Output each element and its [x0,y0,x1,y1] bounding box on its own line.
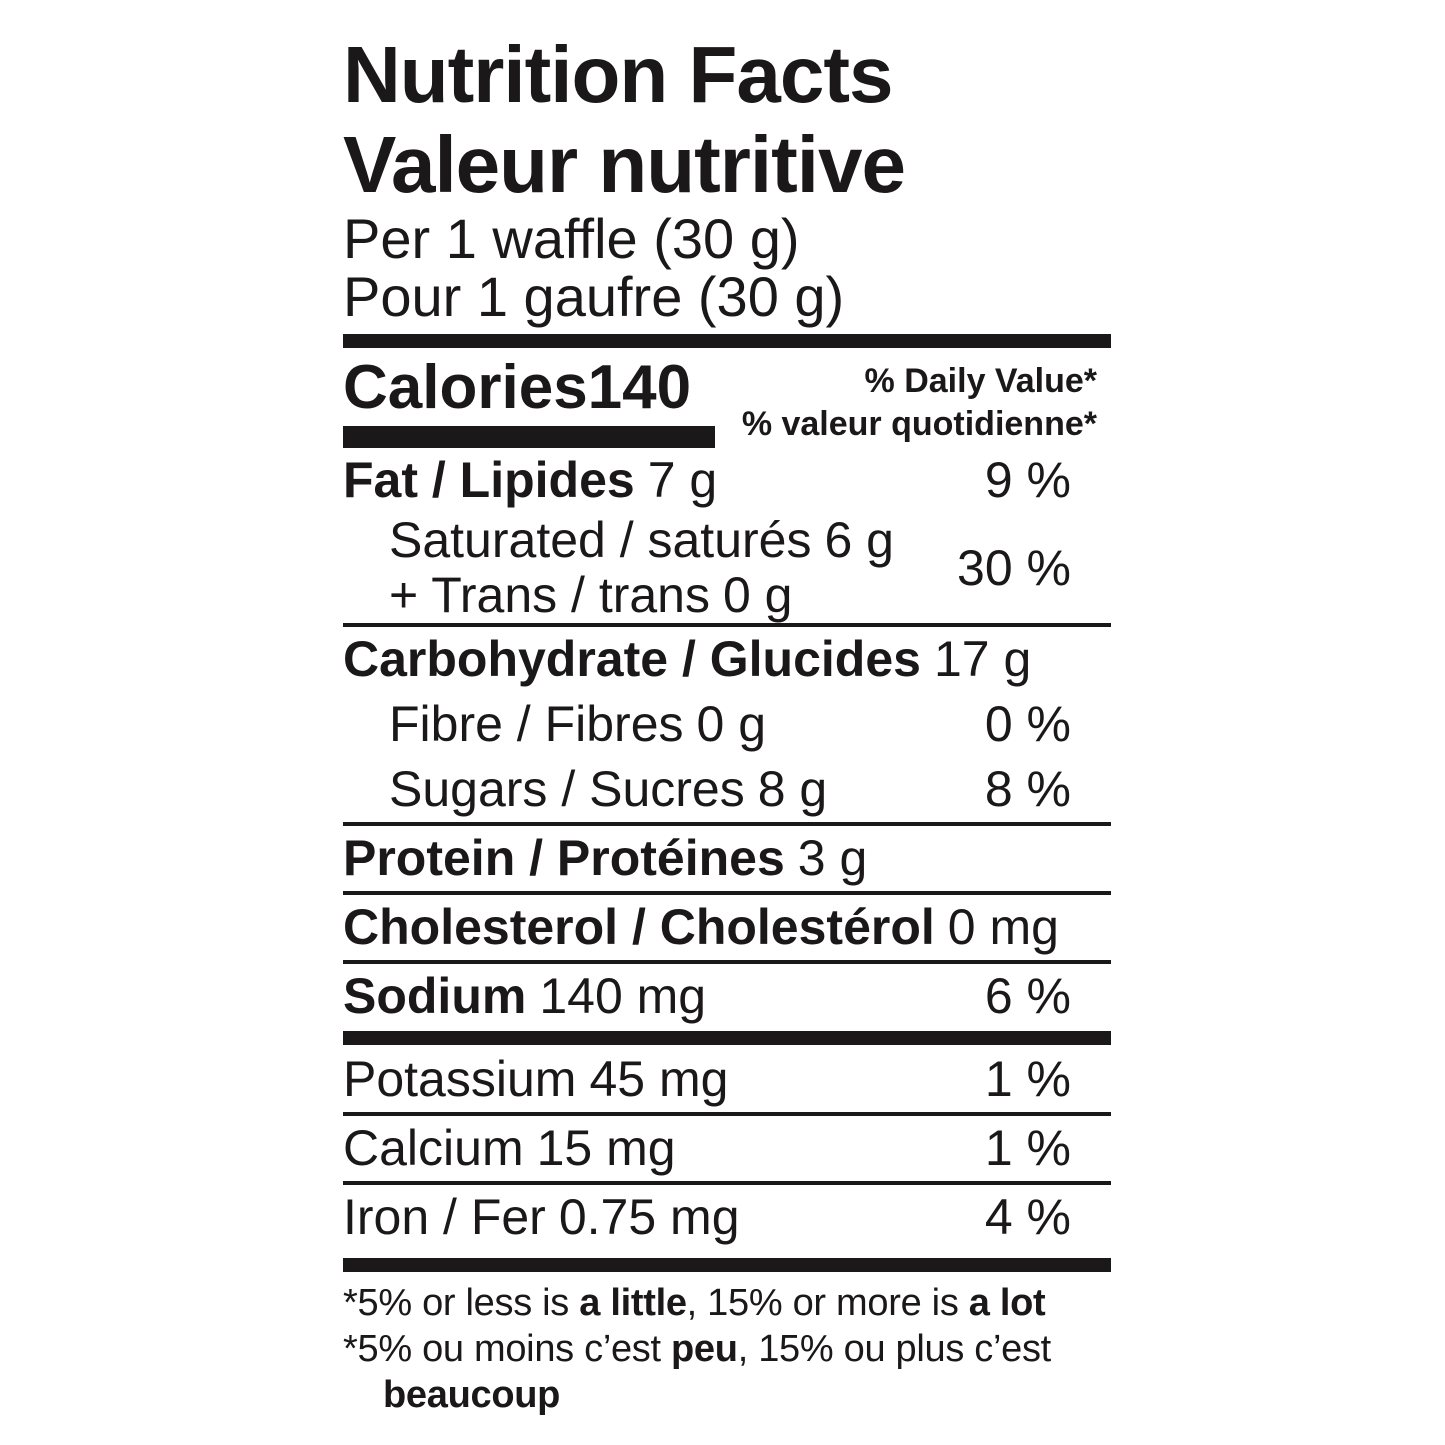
row-fat: Fat / Lipides 7 g 9 % [343,448,1111,513]
row-saturated-trans-percent: 30 % [957,539,1071,596]
separator-thin-6 [343,1181,1111,1185]
footnote-fr: *5% ou moins c’est peu, 15% ou plus c’es… [343,1326,1111,1418]
row-potassium-percent: 1 % [984,1051,1071,1107]
row-sugars-percent: 8 % [984,761,1071,817]
row-iron-percent: 4 % [984,1189,1071,1245]
row-sodium: Sodium 140 mg 6 % [343,964,1111,1029]
row-carbohydrate-name: Carbohydrate / Glucides 17 g [343,631,1032,687]
separator-thin-2 [343,822,1111,826]
row-calcium: Calcium 15 mg 1 % [343,1116,1111,1181]
row-sugars-name: Sugars / Sucres 8 g [389,761,828,817]
footnote-en-bold2: a lot [968,1282,1046,1324]
row-carbohydrate: Carbohydrate / Glucides 17 g [343,627,1111,692]
row-fibre: Fibre / Fibres 0 g 0 % [343,692,1111,757]
row-cholesterol: Cholesterol / Cholestérol 0 mg [343,895,1111,960]
separator-thin-3 [343,891,1111,895]
calories-label: Calories [343,353,588,422]
footnote-en-bold1: a little [579,1282,687,1324]
row-iron-name: Iron / Fer 0.75 mg [343,1189,740,1245]
serving-size-en: Per 1 waffle (30 g) [343,207,800,270]
calories-text: Calories140 [343,354,715,422]
row-sodium-name: Sodium 140 mg [343,968,707,1024]
title-fr: Valeur nutritive [343,120,906,209]
row-protein-name: Protein / Protéines 3 g [343,830,868,886]
row-sodium-percent: 6 % [984,968,1071,1024]
separator-thick-top [343,334,1111,348]
footnote-fr-bold1: peu [671,1328,738,1370]
row-calcium-name: Calcium 15 mg [343,1120,676,1176]
row-potassium-name: Potassium 45 mg [343,1051,729,1107]
footnote-fr-pre: *5% ou moins c’est [343,1328,672,1370]
footnote-en: *5% or less is a little, 15% or more is … [343,1280,1111,1326]
footnote-en-mid: , 15% or more is [686,1282,969,1324]
serving-size-fr: Pour 1 gaufre (30 g) [343,265,845,328]
nutrition-facts-label: Nutrition Facts Valeur nutritive Per 1 w… [343,30,1111,1418]
row-calcium-percent: 1 % [984,1120,1071,1176]
calories-row: Calories140 [343,354,715,448]
separator-thin-5 [343,1112,1111,1116]
separator-thin-4 [343,960,1111,964]
daily-value-header-en: % Daily Value* [864,362,1097,400]
separator-thick-bottom [343,1258,1111,1272]
row-saturated-trans-names: Saturated / saturés 6 g + Trans / trans 0 … [343,513,894,623]
daily-value-header-fr: % valeur quotidienne* [741,405,1097,443]
separator-thin-1 [343,623,1111,627]
footnote-fr-line1: *5% ou moins c’est peu, 15% ou plus c’es… [343,1326,1111,1372]
row-fibre-name: Fibre / Fibres 0 g [389,696,767,752]
footnote-fr-line2: beaucoup [383,1374,561,1416]
calories-section: Calories140 % Daily Value* % valeur quot… [343,354,1111,448]
row-cholesterol-name: Cholesterol / Cholestérol 0 mg [343,899,1059,955]
separator-thick-sodium [343,1031,1111,1045]
calories-underline-bar [343,426,715,448]
row-saturated-name: Saturated / saturés 6 g [389,512,894,568]
row-potassium: Potassium 45 mg 1 % [343,1047,1111,1112]
calories-value: 140 [587,353,692,422]
daily-value-header: % Daily Value* % valeur quotidienne* [742,354,1111,448]
row-fat-name: Fat / Lipides 7 g [343,452,718,508]
row-fat-percent: 9 % [984,452,1071,508]
title-en: Nutrition Facts [343,30,893,119]
row-sugars: Sugars / Sucres 8 g 8 % [343,757,1111,822]
row-fibre-percent: 0 % [984,696,1071,752]
row-trans-name: + Trans / trans 0 g [389,567,793,623]
footnote-fr-mid: , 15% ou plus c’est [737,1328,1052,1370]
row-iron: Iron / Fer 0.75 mg 4 % [343,1185,1111,1250]
row-saturated-trans: Saturated / saturés 6 g + Trans / trans 0 … [343,513,1111,623]
row-protein: Protein / Protéines 3 g [343,826,1111,891]
footnote-en-pre: *5% or less is [343,1282,580,1324]
